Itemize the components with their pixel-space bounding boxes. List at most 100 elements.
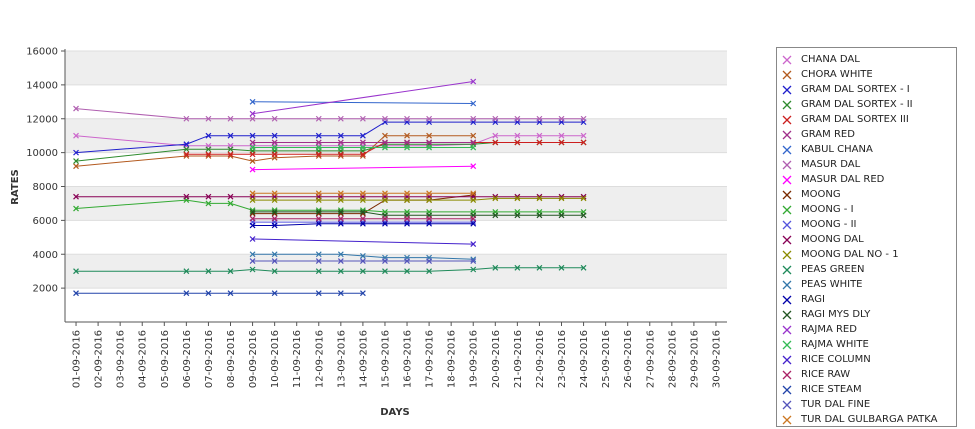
data-point [404,144,410,151]
legend-label: GRAM DAL SORTEX III [801,114,909,125]
legend-item: RAGI MYS DLY [777,307,956,322]
data-point [580,139,587,146]
data-point [426,258,433,264]
data-point [337,151,344,158]
legend-label: MASUR DAL [801,159,861,170]
y-tick-label: 2000 [33,284,58,295]
data-point [382,132,388,139]
legend-item: MOONG DAL NO - 1 [777,247,956,262]
data-point [536,115,543,122]
legend-item: RAJMA RED [777,322,956,337]
legend-marker-icon [782,100,792,110]
data-point [249,115,256,122]
data-point [271,222,278,229]
data-point [558,212,565,219]
data-point [337,132,344,139]
grid-band [65,51,727,85]
data-point [249,132,256,139]
data-point [359,132,366,139]
data-point [558,195,565,202]
data-point [426,268,433,275]
data-point [271,268,278,275]
data-point [205,151,212,158]
series-22 [73,290,366,297]
data-point [227,115,234,122]
legend-marker-icon [782,190,792,200]
data-point [359,208,366,215]
data-point [271,197,278,203]
data-point [382,139,388,146]
data-point [249,144,256,151]
data-point [315,190,322,197]
grid-bands [65,50,727,323]
data-point [492,212,499,219]
legend-marker-icon [782,295,792,305]
data-point [514,139,521,146]
data-point [337,190,344,197]
data-point [337,144,344,151]
x-tick-label: 12-09-2016 [314,330,325,388]
x-tick-label: 02-09-2016 [94,330,105,388]
data-point [315,290,322,297]
data-point [227,146,234,153]
series-19 [249,144,477,151]
data-point [359,151,366,158]
series-layer [73,78,587,297]
axes [64,49,727,323]
x-tick-label: 11-09-2016 [292,330,303,388]
data-point [227,151,234,158]
data-point [426,220,433,227]
legend-label: RAGI [801,294,825,305]
legend-label: RICE RAW [801,369,851,380]
data-point [183,268,190,275]
legend-item: GRAM RED [777,127,956,142]
series-23 [249,258,477,264]
grid-band [65,84,727,119]
legend-label: PEAS GREEN [801,264,865,275]
data-point [359,215,366,222]
series-line [252,197,584,201]
series-line [252,211,584,216]
data-point [205,193,212,200]
legend-label: TUR DAL GULBARGA PATKA [801,414,938,425]
data-point [271,132,278,139]
data-point [249,110,256,117]
data-point [536,195,543,202]
legend-label: KABUL CHANA [801,144,873,155]
data-point [558,139,565,146]
legend-label: RAJMA RED [801,324,857,335]
data-point [249,222,256,229]
data-point [492,264,499,271]
legend-item: PEAS GREEN [777,262,956,277]
data-point [558,264,565,271]
series-line [75,108,584,120]
x-tick-label: 24-09-2016 [579,330,590,388]
data-point [227,200,234,207]
data-point [580,132,587,139]
legend: CHANA DAL CHORA WHITE GRAM DAL SORTEX - I G… [776,47,957,427]
data-point [492,139,499,146]
series-line [252,238,474,245]
data-point [315,268,322,275]
legend-item: KABUL CHANA [777,142,956,157]
data-point [514,132,521,139]
data-point [426,190,433,197]
data-point [470,190,477,197]
data-point [426,132,433,139]
legend-item: MOONG - II [777,217,956,232]
legend-item: RAJMA WHITE [777,337,956,352]
data-point [315,220,322,227]
x-tick-label: 05-09-2016 [160,330,171,388]
data-point [315,132,322,139]
x-tick-label: 27-09-2016 [645,330,656,388]
data-point [337,258,344,264]
y-tick-label: 8000 [33,182,58,193]
legend-item: MASUR DAL [777,157,956,172]
data-point [183,115,190,122]
series-line [76,267,584,272]
legend-label: GRAM DAL SORTEX - I [801,84,910,95]
y-tick-label: 12000 [26,114,58,125]
data-point [580,195,587,202]
data-point [183,290,190,297]
legend-marker-icon [782,265,792,275]
